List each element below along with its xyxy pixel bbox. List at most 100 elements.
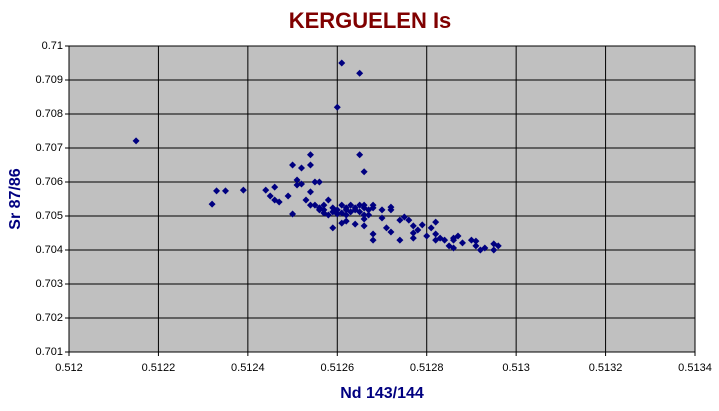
data-point <box>275 198 283 206</box>
data-point <box>271 183 279 191</box>
data-point <box>414 226 422 234</box>
data-point <box>409 234 417 242</box>
data-point <box>320 201 328 209</box>
data-point <box>329 224 337 232</box>
x-tick-label: 0.5122 <box>142 362 176 374</box>
data-point <box>450 244 458 252</box>
data-point <box>311 201 319 209</box>
data-point <box>369 236 377 244</box>
data-point <box>342 217 350 225</box>
data-point <box>427 224 435 232</box>
data-point <box>306 188 314 196</box>
data-point <box>338 59 346 67</box>
y-tick-label: 0.703 <box>35 278 63 290</box>
data-point <box>450 234 458 242</box>
x-axis-label: Nd 143/144 <box>340 385 424 402</box>
data-point <box>490 246 498 254</box>
data-point <box>338 201 346 209</box>
data-point <box>387 203 395 211</box>
data-point <box>360 168 368 176</box>
data-point <box>378 214 386 222</box>
y-tick-label: 0.704 <box>35 244 63 256</box>
data-point <box>213 187 221 195</box>
data-point <box>360 222 368 230</box>
data-point <box>302 196 310 204</box>
data-point <box>360 211 368 219</box>
y-tick-label: 0.709 <box>35 74 63 86</box>
data-point <box>293 176 301 184</box>
data-point <box>239 186 247 194</box>
data-point <box>315 178 323 186</box>
data-point <box>396 216 404 224</box>
data-point <box>347 201 355 209</box>
y-axis-label: Sr 87/86 <box>7 168 24 229</box>
data-point <box>458 239 466 247</box>
data-point <box>306 201 314 209</box>
y-tick-label: 0.708 <box>35 108 63 120</box>
data-point <box>356 208 364 216</box>
data-point <box>284 192 292 200</box>
data-point <box>472 242 480 250</box>
y-tick-label: 0.706 <box>35 176 63 188</box>
data-point <box>360 215 368 223</box>
y-tick-label: 0.701 <box>35 346 63 358</box>
data-point <box>298 164 306 172</box>
y-tick-label: 0.705 <box>35 210 63 222</box>
data-point <box>400 213 408 221</box>
data-point <box>432 218 440 226</box>
data-point <box>333 206 341 214</box>
data-point <box>356 69 364 77</box>
data-point <box>396 236 404 244</box>
x-tick-label: 0.5134 <box>678 362 712 374</box>
data-point <box>432 230 440 238</box>
x-tick-label: 0.5124 <box>231 362 265 374</box>
data-point <box>289 210 297 218</box>
data-point <box>360 201 368 209</box>
data-point <box>289 161 297 169</box>
data-point <box>324 211 332 219</box>
x-tick-label: 0.5132 <box>589 362 623 374</box>
data-point <box>356 151 364 159</box>
data-point <box>320 206 328 214</box>
chart-title: KERGUELEN Is <box>289 8 452 33</box>
data-point <box>409 222 417 230</box>
x-tick-label: 0.512 <box>55 362 83 374</box>
data-point <box>441 236 449 244</box>
data-point <box>266 192 274 200</box>
data-point <box>298 180 306 188</box>
data-point <box>494 242 502 250</box>
data-point <box>432 236 440 244</box>
data-point <box>333 103 341 111</box>
data-point <box>365 211 373 219</box>
data-point <box>369 230 377 238</box>
data-point <box>342 211 350 219</box>
data-point <box>306 151 314 159</box>
data-point <box>382 224 390 232</box>
data-point <box>132 137 140 145</box>
data-point <box>418 221 426 229</box>
data-point <box>409 229 417 237</box>
data-point <box>324 196 332 204</box>
y-tick-label: 0.71 <box>42 40 63 52</box>
data-point <box>222 187 229 195</box>
data-point <box>356 201 364 209</box>
data-point <box>378 206 386 214</box>
data-point <box>351 220 359 228</box>
data-point <box>472 237 480 245</box>
y-tick-label: 0.702 <box>35 312 63 324</box>
plot-area <box>68 45 696 353</box>
data-point <box>387 228 395 236</box>
data-point <box>369 204 377 212</box>
x-tick-label: 0.5126 <box>320 362 354 374</box>
data-point <box>423 232 431 240</box>
data-point <box>405 216 413 224</box>
x-tick-label: 0.5128 <box>410 362 444 374</box>
data-point <box>481 244 489 252</box>
data-point <box>306 161 314 169</box>
data-point <box>262 186 270 194</box>
x-tick-label: 0.513 <box>502 362 530 374</box>
y-tick-label: 0.707 <box>35 142 63 154</box>
data-point <box>208 200 216 208</box>
